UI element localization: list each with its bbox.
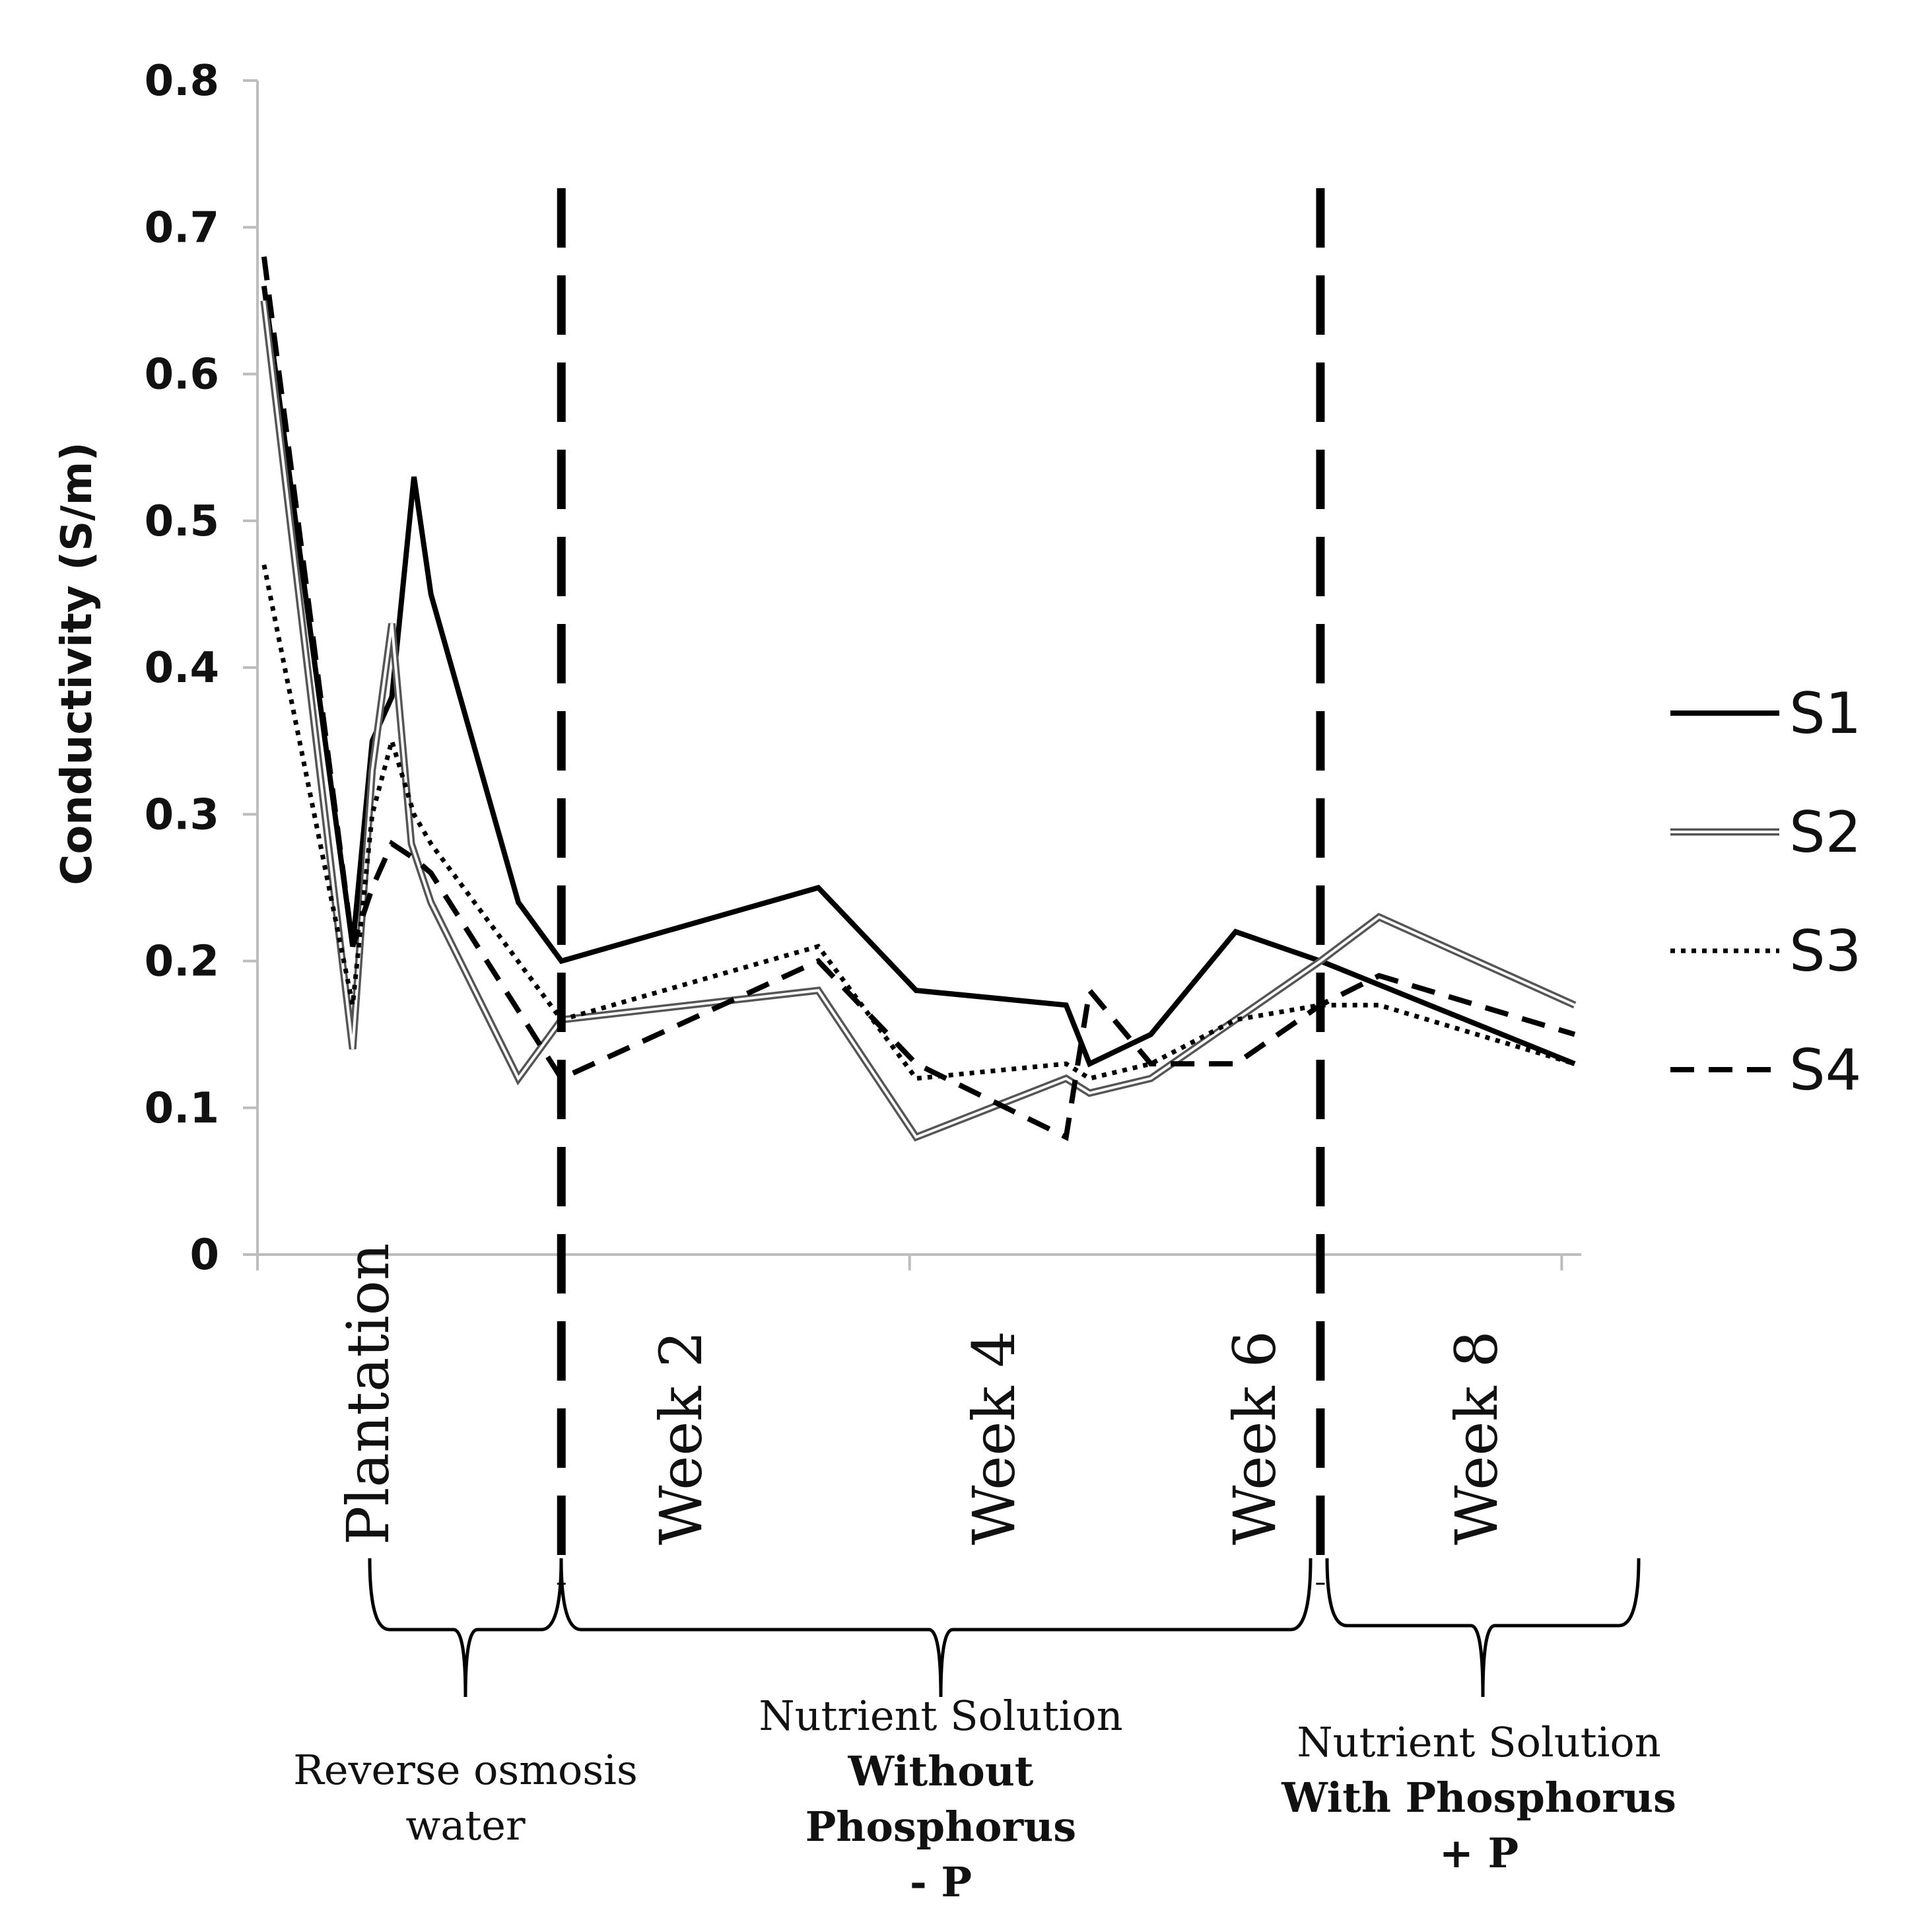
series-s2-outer xyxy=(260,300,1577,1142)
x-category-labels: Plantation Week 2 Week 4 Week 6 Week 8 xyxy=(334,1243,1511,1546)
phase-boundaries xyxy=(557,188,1325,1585)
x-category-label-4: Week 8 xyxy=(1443,1330,1511,1545)
brace-without-phosphorus xyxy=(559,1558,1313,1698)
series-s1 xyxy=(261,285,1576,1068)
x-category-label-1: Week 2 xyxy=(647,1330,715,1545)
y-axis-ticks: 0 0.1 0.2 0.3 0.4 0.5 0.6 0.7 0.8 xyxy=(145,57,257,1280)
y-tick-label-7: 0.7 xyxy=(145,203,219,252)
series-s2-inner xyxy=(262,300,1575,1139)
legend-label-s4: S4 xyxy=(1789,1037,1861,1103)
y-tick-label-2: 0.2 xyxy=(145,938,219,986)
phase-1-line-1: Without xyxy=(848,1747,1034,1795)
x-category-label-2: Week 4 xyxy=(960,1330,1028,1545)
series-lines xyxy=(260,256,1577,1142)
phase-1-line-2: Phosphorus xyxy=(805,1803,1076,1851)
phase-labels: Reverse osmosis water Nutrient Solution Wit… xyxy=(293,1692,1676,1906)
y-tick-label-0: 0 xyxy=(189,1231,219,1280)
brace-with-phosphorus xyxy=(1325,1558,1641,1698)
legend-label-s1: S1 xyxy=(1789,681,1861,747)
legend: S1 S2 S3 S4 xyxy=(1670,681,1861,1103)
legend-label-s3: S3 xyxy=(1789,918,1861,984)
series-s3 xyxy=(261,564,1576,1082)
y-tick-label-6: 0.6 xyxy=(145,351,219,399)
phase-0-line-1: water xyxy=(405,1801,526,1849)
y-tick-label-5: 0.5 xyxy=(145,497,219,546)
y-tick-label-8: 0.8 xyxy=(145,57,219,106)
y-tick-label-4: 0.4 xyxy=(145,644,219,693)
phase-0-line-0: Reverse osmosis xyxy=(293,1746,638,1794)
series-s4 xyxy=(261,256,1576,1142)
phase-2-line-1: With Phosphorus xyxy=(1281,1774,1676,1822)
brace-reverse-osmosis xyxy=(368,1558,563,1698)
phase-2-accent: + P xyxy=(1439,1829,1519,1877)
phase-1-accent: - P xyxy=(910,1858,972,1906)
y-tick-label-3: 0.3 xyxy=(145,790,219,839)
x-category-label-0: Plantation xyxy=(334,1243,402,1546)
y-tick-label-1: 0.1 xyxy=(145,1084,219,1133)
phase-2-line-0: Nutrient Solution xyxy=(1297,1718,1660,1766)
phase-braces xyxy=(368,1558,1641,1698)
phase-1-line-0: Nutrient Solution xyxy=(759,1692,1122,1740)
x-category-label-3: Week 6 xyxy=(1221,1330,1289,1545)
legend-label-s2: S2 xyxy=(1789,800,1861,866)
y-axis-title: Conductivity (S/m) xyxy=(53,442,102,885)
